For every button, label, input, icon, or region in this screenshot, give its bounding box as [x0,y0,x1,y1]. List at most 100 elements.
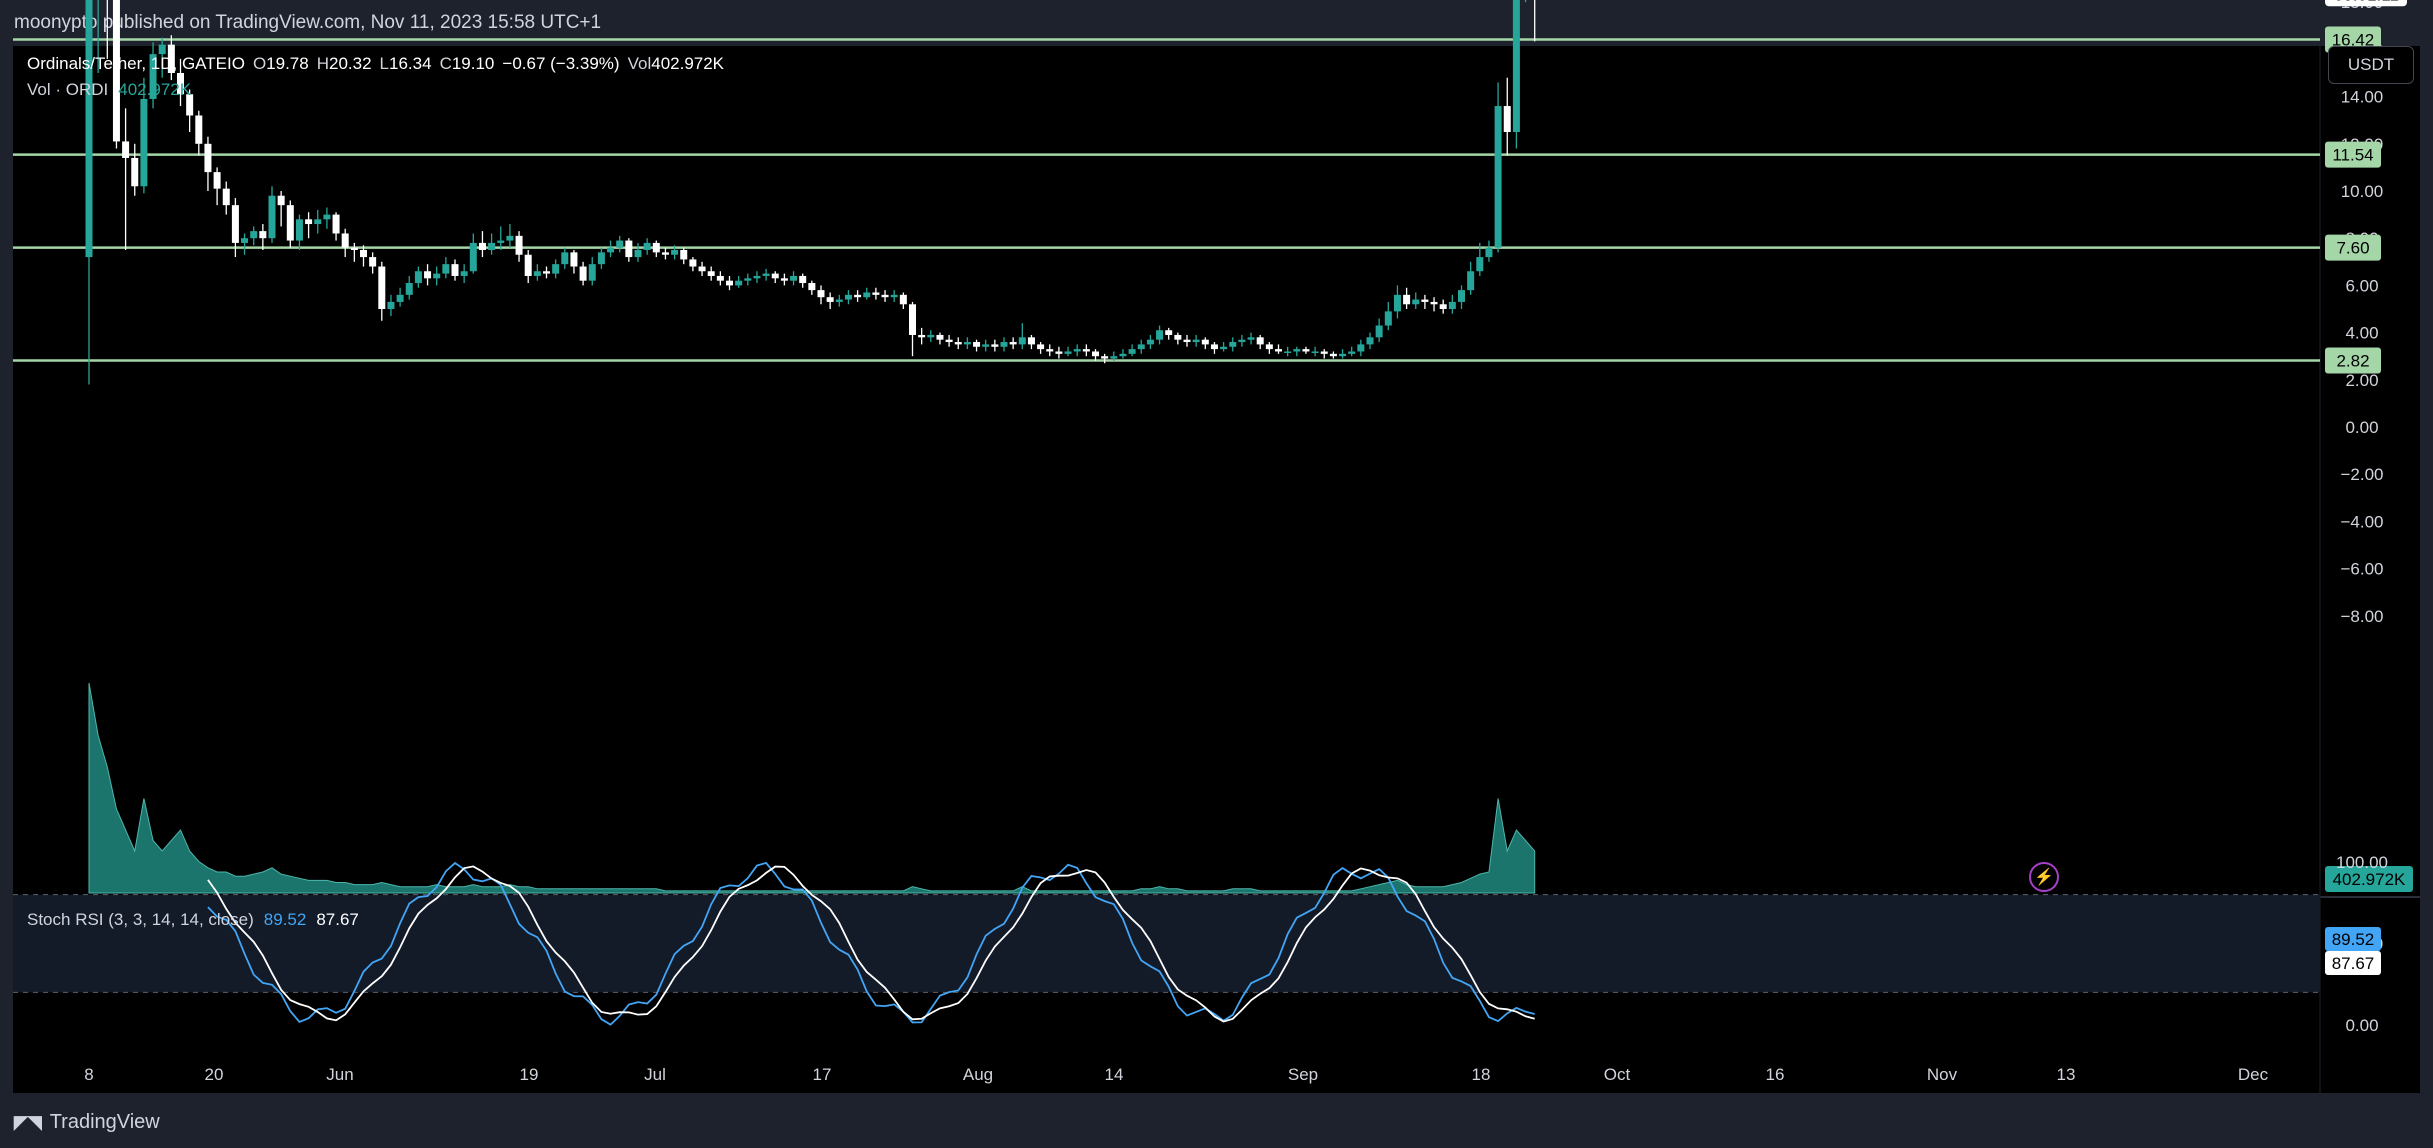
close-value: 19.10 [451,54,495,73]
x-tick-label: 18 [1472,1065,1491,1084]
y-tick-label: 2.00 [2345,371,2378,390]
level-label-bg [2325,347,2381,374]
vol-value: 402.972K [651,54,725,73]
open-value: 19.78 [266,54,309,73]
candle-body [1046,349,1054,352]
candle-body [1467,271,1475,291]
low-value: 16.34 [389,54,432,73]
candle-body [341,233,349,248]
candle-body [1348,351,1356,354]
x-tick-label: 17 [813,1065,832,1084]
stoch-band [13,894,2320,993]
candle-body [1146,339,1154,345]
candle-body [1265,344,1273,350]
footer: ◤◥ TradingView [0,1093,2433,1148]
candle-body [1494,106,1502,248]
flash-icon[interactable]: ⚡ [2029,862,2059,892]
candle-body [1000,342,1008,347]
candle-body [643,242,651,250]
candle-body [506,235,514,241]
x-tick-label: Jun [326,1065,353,1084]
candle-body [1357,344,1365,352]
candle-body [909,304,916,335]
candle-body [1009,342,1017,345]
volume-area [88,682,1536,894]
candle-body [177,73,184,95]
candle-body [1110,356,1118,359]
candle-body [1201,339,1209,345]
candle-body [1403,294,1411,305]
candle-body [771,273,779,279]
ohlc-legend: Ordinals/Tether, 1D, GATEIO O19.78 H20.32 L… [27,54,732,74]
candle-body [1375,325,1383,338]
stoch-tick-label: 100.00 [2336,853,2388,872]
candle-body [414,271,422,284]
candle-body [698,266,706,272]
candle-body [1421,299,1429,302]
candle-body [561,252,569,265]
candle-body [469,242,477,272]
candle-body [1137,344,1145,350]
candle-body [1320,351,1328,354]
volume-label: 402.972K [2333,870,2406,889]
candle-body [680,250,688,260]
candle-body [991,344,999,347]
candle-body [817,290,825,298]
candle-body [1018,337,1026,345]
level-label: 2.82 [2336,351,2369,370]
close-label: C [439,54,452,73]
x-tick-label: 16 [1766,1065,1785,1084]
published-info: moonypto published on TradingView.com, N… [14,12,602,33]
candle-body [460,271,468,276]
candle-body [936,334,944,340]
stoch-title: Stoch RSI (3, 3, 14, 14, close) [27,910,254,929]
candle-body [716,275,724,281]
candle-body [1448,301,1456,309]
stoch-d-tag [2325,951,2381,975]
candle-body [524,254,532,276]
candle-body [588,264,596,281]
y-tick-label: −4.00 [2340,512,2383,531]
candle-body [323,214,331,220]
candle-body [1128,349,1136,354]
candle-body [854,294,862,298]
candle-body [405,283,413,295]
x-tick-label: 19 [520,1065,539,1084]
candle-body [451,264,459,276]
x-tick-label: Aug [963,1065,993,1084]
high-label: H [316,54,329,73]
candle-body [1092,351,1099,357]
candle-body [844,294,852,300]
candle-body [204,143,212,173]
candle-body [1192,339,1200,343]
candle-body [799,275,807,284]
candle-body [1503,106,1511,132]
vol-series-value: 402.972K [118,80,192,99]
candle-body [689,259,697,267]
candle-body [1073,349,1081,352]
volume-label-bg [2325,866,2413,892]
candle-body [570,252,578,267]
stoch-legend: Stoch RSI (3, 3, 14, 14, close) 89.52 87.6… [27,910,359,930]
y-tick-label: 4.00 [2345,324,2378,343]
candle-body [661,252,669,255]
level-label-bg [2325,234,2381,261]
level-label-bg [2325,26,2381,53]
candle-body [158,44,166,55]
candle-body [872,292,880,295]
candle-body [890,294,898,298]
candle-body [625,240,633,258]
candle-body [954,342,962,345]
currency-button[interactable]: USDT [2328,46,2414,84]
candle-body [488,242,496,250]
candle-body [1247,337,1255,340]
x-tick-label: Sep [1288,1065,1318,1084]
change-value: −0.67 (−3.39%) [502,54,620,73]
candle-body [753,275,761,279]
x-tick-label: Oct [1604,1065,1631,1084]
vol-label: Vol [627,54,652,73]
candle-body [1412,299,1420,305]
candle-body [533,271,541,276]
candle-body [1082,349,1090,352]
